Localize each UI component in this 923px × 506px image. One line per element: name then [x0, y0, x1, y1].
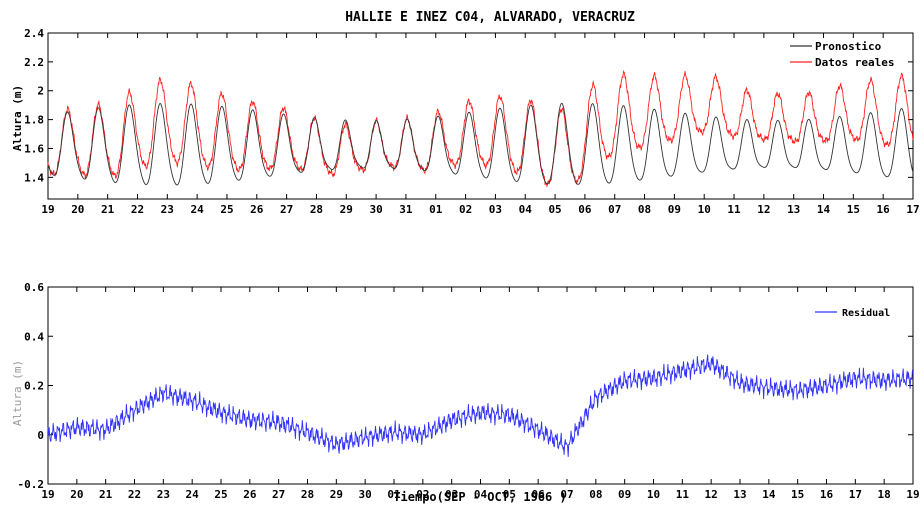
top-x-tick-label: 16 — [877, 203, 891, 216]
legend-label-datos-reales: Datos reales — [815, 56, 894, 69]
bottom-x-tick-label: 24 — [186, 488, 200, 501]
top-x-tick-label: 15 — [847, 203, 860, 216]
bottom-x-ticks: 19 20 21 22 23 24 25 26 27 28 29 30 01 02 03 04 05 06 07 08… — [41, 287, 920, 501]
bottom-x-tick-label: 26 — [243, 488, 257, 501]
top-x-tick-label: 06 — [578, 203, 592, 216]
chart-title: HALLIE E INEZ C04, ALVARADO, VERACRUZ — [345, 10, 635, 25]
top-x-tick-label: 30 — [369, 203, 382, 216]
top-x-tick-label: 08 — [638, 203, 651, 216]
bottom-y-tick-label: 0.6 — [24, 281, 44, 294]
bottom-plot-frame — [47, 286, 914, 485]
bottom-x-tick-label: 19 — [41, 488, 54, 501]
top-x-tick-label: 20 — [71, 203, 84, 216]
bottom-x-tick-label: 30 — [359, 488, 372, 501]
bottom-x-tick-label: 14 — [762, 488, 776, 501]
series-line-residual — [47, 354, 914, 457]
bottom-series-lines — [47, 354, 914, 457]
bottom-x-tick-label: 15 — [791, 488, 804, 501]
top-x-tick-label: 19 — [41, 203, 54, 216]
bottom-legend: Residual — [815, 307, 890, 319]
top-x-tick-label: 09 — [668, 203, 681, 216]
top-x-tick-label: 17 — [906, 203, 919, 216]
top-x-tick-label: 29 — [340, 203, 353, 216]
bottom-x-tick-label: 12 — [705, 488, 718, 501]
bottom-x-tick-label: 25 — [214, 488, 227, 501]
series-line-datos-reales — [47, 69, 914, 188]
bottom-x-tick-label: 11 — [676, 488, 690, 501]
legend-label-residual: Residual — [842, 307, 890, 319]
bottom-x-tick-label: 04 — [474, 488, 488, 501]
top-x-tick-label: 31 — [399, 203, 413, 216]
top-y-ticks: 1.4 1.6 1.8 2 2.2 2.4 — [24, 27, 913, 184]
bottom-x-tick-label: 18 — [878, 488, 891, 501]
top-x-tick-label: 23 — [161, 203, 174, 216]
top-x-tick-label: 26 — [250, 203, 264, 216]
bottom-y-axis-label: Altura (m) — [11, 360, 24, 426]
top-y-axis-label: Altura (m) — [11, 85, 24, 151]
bottom-y-tick-label: 0.2 — [24, 380, 44, 393]
bottom-chart: -0.2 0 0.2 0.4 0.6 19 20 21 22 23 24 25 26 27 28 29 30 0… — [11, 281, 920, 504]
top-x-tick-label: 25 — [220, 203, 233, 216]
bottom-x-tick-label: 05 — [503, 488, 516, 501]
top-plot-frame — [47, 32, 914, 200]
top-x-tick-label: 28 — [310, 203, 323, 216]
top-x-tick-label: 12 — [757, 203, 770, 216]
top-x-tick-label: 05 — [548, 203, 561, 216]
bottom-x-tick-label: 03 — [445, 488, 458, 501]
bottom-x-tick-label: 28 — [301, 488, 314, 501]
top-series-lines — [47, 69, 914, 188]
top-y-tick-label: 1.4 — [24, 171, 44, 184]
top-y-tick-label: 1.6 — [24, 142, 44, 155]
bottom-x-tick-label: 16 — [820, 488, 834, 501]
bottom-x-tick-label: 29 — [330, 488, 343, 501]
bottom-x-tick-label: 23 — [157, 488, 170, 501]
top-x-tick-label: 22 — [131, 203, 144, 216]
top-x-tick-label: 21 — [101, 203, 115, 216]
bottom-y-tick-label: -0.2 — [18, 478, 45, 491]
bottom-y-tick-label: 0 — [37, 429, 44, 442]
top-x-tick-label: 11 — [727, 203, 741, 216]
bottom-x-tick-label: 19 — [906, 488, 919, 501]
top-x-tick-label: 03 — [489, 203, 502, 216]
top-x-tick-label: 27 — [280, 203, 293, 216]
bottom-x-tick-label: 22 — [128, 488, 141, 501]
bottom-x-tick-label: 02 — [416, 488, 429, 501]
bottom-x-axis-label: Tiempo(SEP - OCT, 1966 ) — [393, 490, 566, 504]
top-x-tick-label: 24 — [191, 203, 205, 216]
top-x-tick-label: 04 — [519, 203, 533, 216]
bottom-x-tick-label: 06 — [532, 488, 546, 501]
top-x-tick-label: 01 — [429, 203, 443, 216]
top-x-tick-label: 13 — [787, 203, 800, 216]
top-legend: Pronostico Datos reales — [790, 40, 894, 69]
top-x-tick-label: 10 — [698, 203, 711, 216]
top-x-tick-label: 14 — [817, 203, 831, 216]
bottom-y-ticks: -0.2 0 0.2 0.4 0.6 — [18, 281, 913, 491]
top-y-tick-label: 2.4 — [24, 27, 44, 40]
bottom-x-tick-label: 08 — [589, 488, 602, 501]
legend-label-pronostico: Pronostico — [815, 40, 882, 53]
top-x-ticks: 19 20 21 22 23 24 25 26 27 28 29 30 31 01 02 03 04 05 06 07… — [41, 33, 920, 216]
bottom-y-tick-label: 0.4 — [24, 330, 44, 343]
top-y-tick-label: 1.8 — [24, 114, 44, 127]
top-y-tick-label: 2 — [37, 85, 44, 98]
bottom-x-tick-label: 20 — [70, 488, 83, 501]
bottom-x-tick-label: 07 — [560, 488, 573, 501]
series-line-pronostico — [47, 102, 914, 186]
top-y-tick-label: 2.2 — [24, 56, 44, 69]
top-x-tick-label: 02 — [459, 203, 472, 216]
bottom-x-tick-label: 09 — [618, 488, 631, 501]
bottom-x-tick-label: 10 — [647, 488, 660, 501]
bottom-x-tick-label: 21 — [99, 488, 113, 501]
bottom-x-tick-label: 13 — [733, 488, 746, 501]
top-x-tick-label: 07 — [608, 203, 621, 216]
bottom-x-tick-label: 01 — [387, 488, 401, 501]
top-chart: 1.4 1.6 1.8 2 2.2 2.4 19 20 21 22 23 24 25 26 27 28 29 3… — [11, 27, 920, 216]
bottom-x-tick-label: 17 — [849, 488, 862, 501]
bottom-x-tick-label: 27 — [272, 488, 285, 501]
